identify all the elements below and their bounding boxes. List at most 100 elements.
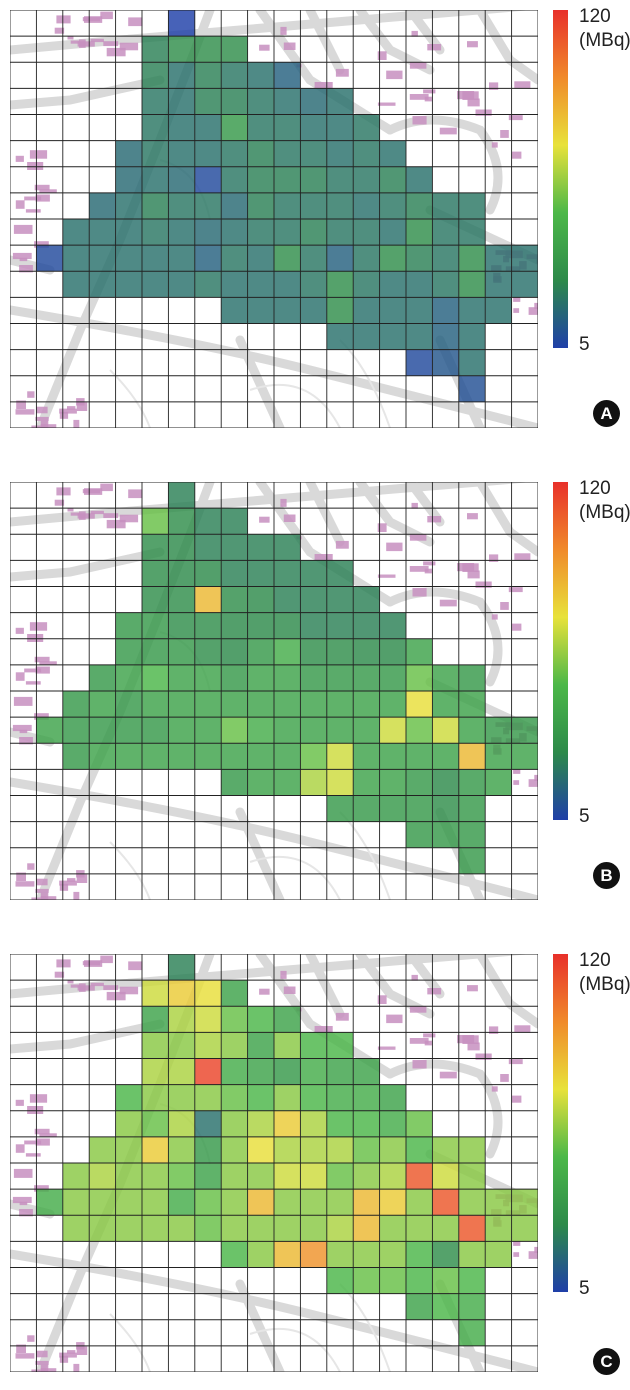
grid-cell (194, 1163, 222, 1190)
grid-cell (326, 245, 354, 272)
grid-cell (379, 717, 406, 744)
grid-cell (194, 560, 222, 587)
grid-cell (326, 1110, 354, 1137)
grid-cell (406, 664, 433, 692)
legend-unit-label: (MBq) (579, 30, 630, 51)
grid-cell (247, 586, 274, 613)
grid-cell (379, 245, 406, 272)
grid-cell (115, 245, 142, 272)
grid-cell (379, 166, 406, 193)
grid-cell (300, 1163, 327, 1190)
grid-cell (247, 166, 274, 193)
grid-cell (168, 140, 195, 167)
grid-cell (379, 1215, 406, 1242)
grid-cell (115, 192, 142, 220)
grid-cell (432, 1267, 459, 1294)
legend-max-label: 120 (579, 950, 611, 971)
grid-cell (379, 664, 406, 692)
grid-cell (406, 769, 433, 796)
grid-cell (194, 664, 222, 692)
grid-cell (168, 560, 195, 587)
grid-cell (247, 271, 274, 298)
grid-cell (194, 1058, 222, 1085)
grid-cell (194, 192, 222, 220)
legend-min-label: 5 (579, 806, 590, 827)
grid-cell (353, 795, 380, 822)
grid-cell (194, 691, 222, 718)
grid-cell (406, 821, 433, 848)
grid-cell (221, 638, 248, 665)
grid-cell (221, 743, 248, 770)
grid-cell (511, 743, 538, 770)
grid-cell (62, 245, 90, 272)
grid-cell (406, 691, 433, 718)
grid-cell (458, 1319, 486, 1346)
grid-cell (274, 1241, 301, 1268)
grid-cell (300, 1215, 327, 1242)
grid-cell (379, 1267, 406, 1294)
grid-cell (194, 1006, 222, 1033)
grid-cell (300, 88, 327, 115)
grid-cell (221, 1163, 248, 1190)
grid-cell (221, 508, 248, 535)
grid-cell (221, 560, 248, 587)
grid-cell (353, 114, 380, 141)
grid-cell (168, 1084, 195, 1111)
grid-cell (194, 980, 222, 1007)
grid-cell (300, 245, 327, 272)
grid-cell (300, 664, 327, 692)
grid-cell (168, 1136, 195, 1164)
grid-cell (142, 612, 169, 639)
grid-cell (168, 1110, 195, 1137)
grid-cell (221, 192, 248, 220)
grid-cell (326, 1032, 354, 1059)
grid-cell (353, 1110, 380, 1137)
grid-cell (432, 769, 459, 796)
grid-cell (432, 192, 459, 220)
grid-cell (221, 297, 248, 324)
grid-cell (353, 586, 380, 613)
grid-cell (274, 638, 301, 665)
grid-cell (89, 743, 116, 770)
grid-cell (221, 612, 248, 639)
grid-cell (326, 219, 354, 246)
grid-cell (247, 140, 274, 167)
grid-cell (36, 1189, 63, 1216)
grid-cell (221, 717, 248, 744)
grid-cell (168, 954, 195, 981)
grid-cell (300, 612, 327, 639)
grid-cell (274, 1215, 301, 1242)
grid-cell (458, 664, 486, 692)
grid-cell (274, 297, 301, 324)
grid-cell (221, 1006, 248, 1033)
grid-cell (142, 1110, 169, 1137)
grid-cell (247, 1110, 274, 1137)
panel-c: 120 (MBq) 5 C (0, 944, 630, 1384)
grid-cell (115, 219, 142, 246)
grid-cell (458, 192, 486, 220)
grid-cell (247, 297, 274, 324)
grid-cell (247, 1215, 274, 1242)
grid-cell (89, 717, 116, 744)
grid-cell (274, 1006, 301, 1033)
grid-cell (300, 638, 327, 665)
grid-cell (274, 271, 301, 298)
dose-map (10, 954, 538, 1372)
grid-cell (194, 166, 222, 193)
grid-cell (432, 219, 459, 246)
grid-cell (274, 62, 301, 89)
grid-cell (221, 691, 248, 718)
grid-cell (168, 586, 195, 613)
grid-cell (274, 114, 301, 141)
grid-cell (458, 691, 486, 718)
grid-cell (326, 795, 354, 822)
grid-cell (300, 1084, 327, 1111)
grid-cell (379, 297, 406, 324)
grid-cell (300, 219, 327, 246)
grid-cell (274, 1084, 301, 1111)
grid-cell (221, 1084, 248, 1111)
grid-cell (194, 140, 222, 167)
grid-cell (432, 743, 459, 770)
grid-cell (300, 114, 327, 141)
grid-cell (115, 638, 142, 665)
